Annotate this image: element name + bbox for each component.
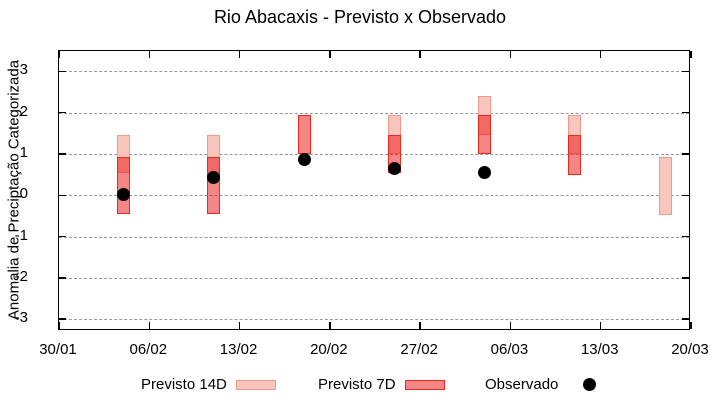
x-tick-label: 13/02	[219, 341, 258, 358]
x-tick-mark	[509, 322, 512, 329]
x-tick-label: 13/03	[580, 341, 619, 358]
observado-dot	[297, 152, 311, 166]
legend-item-observado: Observado	[485, 376, 597, 393]
y-tick-label: 0	[19, 185, 28, 203]
legend-item-previsto-7d: Previsto 7D	[318, 376, 445, 393]
x-tick-label: 27/02	[400, 341, 438, 358]
x-tick-label: 06/02	[129, 341, 168, 358]
x-tick-mark	[238, 51, 241, 58]
y-tick-mark	[682, 194, 689, 197]
gridline	[59, 277, 689, 279]
forecast-14d-bar	[387, 114, 401, 154]
y-tick-label: 3	[19, 61, 28, 79]
y-tick-mark	[682, 111, 689, 114]
x-tick-mark	[419, 322, 421, 329]
gridline	[59, 112, 689, 114]
x-tick-mark	[690, 322, 692, 329]
x-tick-mark	[599, 322, 602, 329]
observado-dot	[116, 187, 130, 201]
observado-dot	[207, 171, 221, 185]
gridline	[59, 319, 689, 321]
legend-label-previsto-14d: Previsto 14D	[141, 376, 227, 393]
y-tick-mark	[59, 153, 66, 155]
forecast-7d-bar	[478, 114, 492, 154]
y-tick-label: 2	[19, 102, 28, 120]
forecast-14d-bar	[658, 156, 672, 216]
y-tick-mark	[59, 277, 66, 279]
y-tick-mark	[59, 235, 66, 238]
forecast-7d-bar	[116, 156, 130, 214]
legend-item-previsto-14d: Previsto 14D	[141, 376, 276, 393]
observado-dot	[387, 161, 401, 175]
legend-label-previsto-7d: Previsto 7D	[318, 376, 396, 393]
observado-dot-swatch	[583, 378, 597, 391]
y-tick-mark	[59, 318, 66, 320]
gridline	[59, 154, 689, 155]
forecast-7d-bar	[297, 114, 311, 154]
legend: Previsto 14D Previsto 7D Observado	[0, 376, 720, 398]
y-tick-mark	[59, 111, 66, 114]
y-tick-mark	[682, 70, 689, 73]
x-tick-mark	[58, 322, 60, 329]
x-tick-mark	[58, 51, 60, 58]
x-tick-label: 20/02	[310, 341, 348, 358]
x-tick-mark	[238, 322, 241, 329]
chart-title: Rio Abacaxis - Previsto x Observado	[213, 7, 507, 27]
y-tick-mark	[682, 277, 689, 279]
y-tick-mark	[59, 194, 66, 197]
y-tick-mark	[682, 153, 689, 155]
x-tick-mark	[419, 51, 421, 58]
x-tick-mark	[329, 51, 331, 58]
y-tick-label: 1	[19, 144, 28, 161]
y-tick-mark	[682, 235, 689, 238]
y-tick-mark	[682, 318, 689, 320]
y-tick-mark	[59, 70, 66, 73]
y-tick-label: -1	[14, 226, 28, 244]
forecast-14d-bar	[116, 135, 130, 173]
y-tick-label: -2	[14, 267, 28, 285]
x-tick-mark	[148, 322, 151, 329]
previsto-14d-swatch	[235, 379, 276, 390]
gridline	[59, 195, 689, 197]
x-tick-mark	[329, 322, 331, 329]
forecast-7d-bar	[207, 156, 221, 214]
observado-dot	[478, 166, 492, 180]
x-tick-label: 30/01	[39, 341, 77, 358]
gridline	[59, 71, 689, 73]
legend-label-observado: Observado	[485, 376, 559, 393]
x-tick-label: 06/03	[490, 341, 529, 358]
x-tick-mark	[690, 51, 692, 58]
x-tick-mark	[509, 51, 512, 58]
x-tick-mark	[599, 51, 602, 58]
gridline	[59, 236, 689, 238]
forecast-14d-bar	[568, 114, 582, 154]
x-tick-mark	[148, 51, 151, 58]
forecast-7d-bar	[568, 135, 582, 175]
x-tick-label: 20/03	[671, 341, 709, 358]
previsto-7d-swatch	[404, 379, 445, 390]
plot-area	[58, 50, 692, 330]
y-tick-label: -3	[14, 309, 28, 327]
